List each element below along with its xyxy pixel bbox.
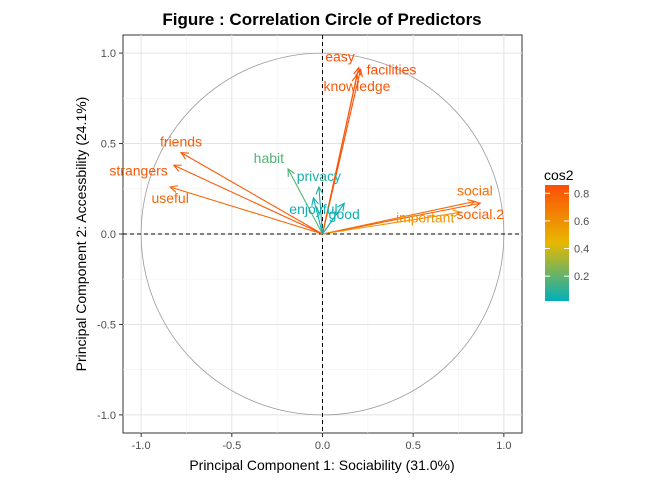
legend-tick-label: 0.4 xyxy=(574,244,589,256)
arrow-shaft xyxy=(312,197,324,235)
arrow-head xyxy=(172,164,182,172)
arrow-head xyxy=(351,73,360,83)
arrow-knowledge xyxy=(321,73,360,235)
x-tick-label: -0.5 xyxy=(222,440,241,452)
arrow-strangers xyxy=(172,164,323,235)
variable-label-good: good xyxy=(329,206,360,222)
x-tick-label: 0.5 xyxy=(406,440,421,452)
arrow-shaft xyxy=(180,152,323,235)
arrow-head xyxy=(472,200,482,209)
variable-label-privacy: privacy xyxy=(297,168,341,184)
legend-ticks: 0.2 0.4 0.6 0.8 xyxy=(545,188,589,283)
arrow-shaft xyxy=(318,186,324,235)
y-axis-label: Principal Component 2: Accessbility (24.… xyxy=(73,97,89,372)
x-axis-ticks: -1.0 -0.5 0.0 0.5 1.0 xyxy=(132,433,512,452)
variable-label-social-2: social.2 xyxy=(457,206,505,222)
variable-label-useful: useful xyxy=(151,190,188,206)
arrow-shaft xyxy=(287,168,323,235)
arrow-shaft xyxy=(322,202,345,235)
variable-label-friends: friends xyxy=(160,134,202,150)
variable-label-facilities: facilities xyxy=(367,61,417,77)
legend-colorbar xyxy=(545,185,569,301)
arrow-head xyxy=(311,196,319,206)
arrow-privacy xyxy=(315,185,324,235)
arrow-enjoyful xyxy=(311,196,324,235)
variable-label-social: social xyxy=(457,182,493,198)
legend-title: cos2 xyxy=(544,167,574,183)
arrow-shaft xyxy=(173,164,323,235)
x-axis-label: Principal Component 1: Sociability (31.0… xyxy=(189,457,454,473)
y-axis-ticks: -1.0 -0.5 0.0 0.5 1.0 xyxy=(97,48,123,422)
arrow-shaft xyxy=(321,74,358,235)
arrow-shaft xyxy=(322,211,461,235)
arrow-useful xyxy=(168,185,323,235)
arrow-shaft xyxy=(322,202,481,235)
arrow-shaft xyxy=(169,186,323,235)
variable-label-knowledge: knowledge xyxy=(323,78,390,94)
y-tick-label: -1.0 xyxy=(97,410,116,422)
arrow-good xyxy=(322,202,345,235)
arrow-important xyxy=(322,209,462,235)
arrow-habit xyxy=(287,167,323,235)
x-tick-label: 0.0 xyxy=(315,440,330,452)
x-tick-label: 1.0 xyxy=(496,440,511,452)
legend-tick-label: 0.6 xyxy=(574,216,589,228)
variable-label-strangers: strangers xyxy=(109,162,167,178)
y-tick-label: 0.0 xyxy=(101,229,116,241)
arrow-social-2 xyxy=(322,200,482,235)
arrow-head xyxy=(287,167,295,177)
arrow-friends xyxy=(179,151,323,235)
y-tick-label: -0.5 xyxy=(97,319,116,331)
arrow-head xyxy=(179,151,190,160)
variable-arrows xyxy=(168,66,482,235)
variable-label-easy: easy xyxy=(325,49,355,65)
y-tick-label: 0.5 xyxy=(101,139,116,151)
legend-tick-label: 0.8 xyxy=(574,188,589,200)
x-tick-label: -1.0 xyxy=(132,440,151,452)
arrow-head xyxy=(336,202,345,212)
y-tick-label: 1.0 xyxy=(101,48,116,60)
legend-tick-label: 0.2 xyxy=(574,271,589,283)
arrow-head xyxy=(452,209,462,218)
chart-title: Figure : Correlation Circle of Predictor… xyxy=(162,10,481,29)
variable-label-enjoyful: enjoyful xyxy=(289,201,337,217)
arrow-head xyxy=(355,68,363,78)
arrow-head xyxy=(168,185,179,193)
variable-label-important: important xyxy=(396,209,454,225)
legend: cos2 0.2 0.4 0.6 0.8 xyxy=(544,167,589,301)
arrow-head xyxy=(315,185,324,195)
variable-label-habit: habit xyxy=(254,150,284,166)
